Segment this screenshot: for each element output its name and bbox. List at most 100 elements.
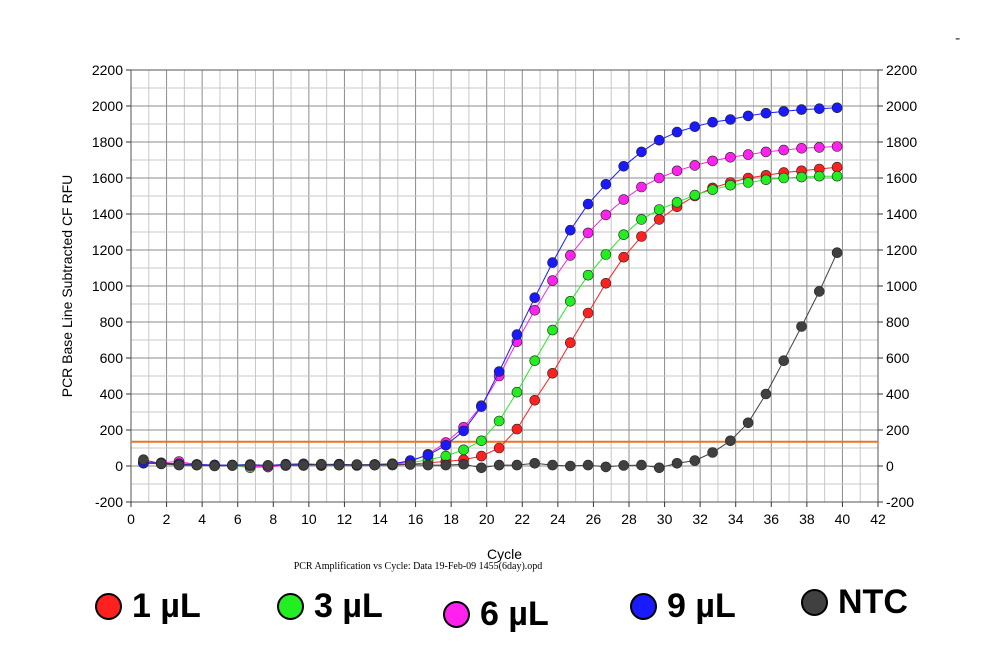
y-tick-label-right: 800: [886, 314, 910, 330]
data-point: [831, 161, 843, 173]
data-point: [244, 459, 256, 471]
y-tick-label-left: 2200: [92, 62, 123, 78]
data-point: [742, 149, 754, 160]
data-point: [565, 295, 576, 307]
data-point: [493, 366, 505, 377]
data-point: [653, 214, 665, 225]
data-point: [636, 181, 647, 193]
data-point: [511, 386, 523, 398]
data-point: [831, 247, 843, 258]
data-point: [422, 449, 434, 461]
y-tick-label-left: 600: [100, 350, 124, 366]
y-tick-label-right: 1400: [886, 206, 917, 222]
legend-item-6ul: 6 µL: [443, 590, 549, 638]
series-line: [143, 175, 838, 469]
data-point: [173, 459, 185, 471]
x-tick-label: 14: [372, 511, 388, 527]
data-point: [671, 197, 683, 208]
data-point: [618, 251, 629, 263]
legend-item-9ul: 9 µL: [630, 582, 736, 630]
legend-swatch-1ul: [95, 592, 122, 620]
data-point: [671, 457, 683, 469]
data-point: [653, 462, 665, 474]
data-point: [671, 165, 683, 177]
data-point: [618, 229, 629, 240]
data-point: [725, 179, 736, 191]
data-point: [707, 155, 718, 167]
y-tick-label-right: 2200: [886, 62, 917, 78]
data-point: [814, 286, 825, 297]
y-tick-label-left: 1400: [92, 206, 123, 222]
data-point: [760, 146, 772, 158]
data-point: [547, 257, 558, 268]
data-point: [742, 417, 754, 429]
legend-label-3ul: 3 µL: [314, 587, 383, 625]
data-point: [689, 121, 701, 132]
data-point: [796, 143, 807, 154]
data-point: [529, 355, 541, 367]
data-point: [725, 435, 736, 447]
data-point: [511, 423, 523, 435]
data-point: [476, 462, 487, 474]
data-point: [440, 450, 452, 462]
data-point: [547, 324, 558, 336]
y-tick-label-right: 400: [886, 386, 910, 402]
x-tick-label: 30: [657, 511, 673, 527]
data-point: [493, 459, 505, 471]
y-tick-label-right: 0: [886, 458, 894, 474]
data-point: [760, 388, 772, 400]
legend-item-1ul: 1 µL: [95, 582, 201, 630]
data-point: [814, 142, 825, 153]
series-2: [138, 141, 843, 473]
data-point: [333, 459, 345, 471]
data-point: [565, 250, 576, 261]
series-4: [138, 247, 843, 474]
data-point: [831, 102, 843, 114]
data-point: [458, 444, 469, 456]
y-axis-label: PCR Base Line Subtracted CF RFU: [59, 175, 75, 398]
data-point: [760, 174, 772, 186]
data-point: [529, 304, 541, 316]
data-point: [476, 401, 487, 412]
data-point: [831, 141, 843, 152]
series-line: [143, 146, 838, 468]
data-point: [547, 459, 558, 471]
data-point: [582, 459, 594, 471]
data-point: [636, 231, 647, 242]
data-point: [529, 457, 541, 469]
data-point: [725, 114, 736, 125]
data-point: [778, 355, 790, 367]
y-tick-label-left: 1800: [92, 134, 123, 150]
y-tick-label-left: 1000: [92, 278, 123, 294]
legend-item-3ul: 3 µL: [277, 582, 383, 630]
x-tick-label: 4: [198, 511, 206, 527]
x-tick-label: 24: [550, 511, 566, 527]
x-tick-label: 26: [586, 511, 602, 527]
data-point: [511, 459, 523, 471]
data-point: [529, 292, 541, 304]
data-point: [458, 458, 469, 470]
legend-label-9ul: 9 µL: [667, 587, 736, 625]
y-tick-label-right: 2000: [886, 98, 917, 114]
data-point: [600, 277, 612, 289]
data-point: [653, 204, 665, 215]
data-point: [600, 179, 612, 190]
data-point: [458, 425, 469, 437]
legend-item-ntc: NTC: [801, 578, 908, 626]
data-point: [138, 454, 149, 466]
data-point: [209, 460, 220, 472]
data-point: [831, 170, 843, 182]
x-tick-label: 10: [301, 511, 317, 527]
data-point: [636, 146, 647, 158]
data-point: [707, 447, 718, 458]
x-axis-label: Cycle: [487, 546, 522, 562]
data-point: [796, 171, 807, 183]
data-point: [565, 337, 576, 349]
data-point: [298, 459, 309, 471]
data-point: [671, 126, 683, 138]
y-tick-label-left: 1600: [92, 170, 123, 186]
data-point: [582, 227, 594, 239]
data-point: [618, 161, 629, 172]
x-tick-label: 22: [514, 511, 530, 527]
data-point: [582, 198, 594, 210]
